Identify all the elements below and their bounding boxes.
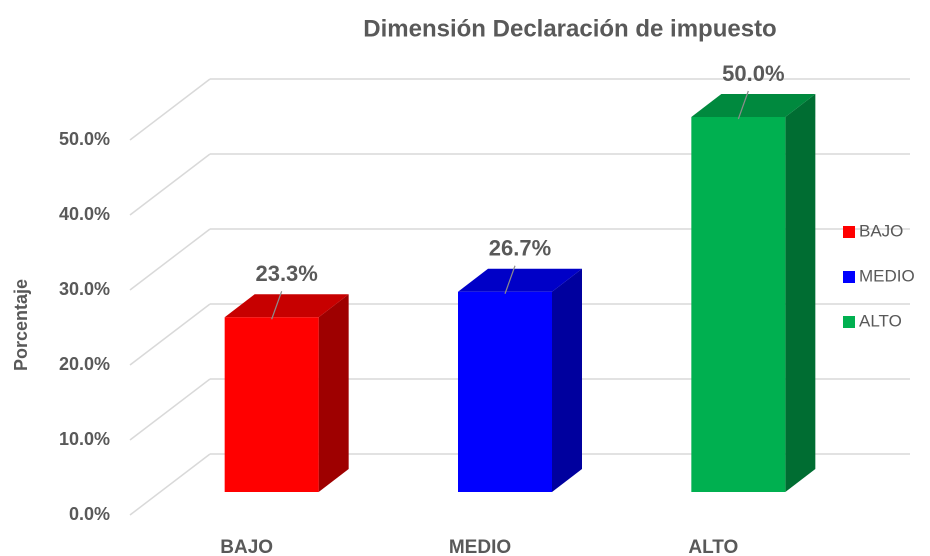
y-tick-label: 10.0%: [59, 429, 110, 449]
bar: [224, 317, 319, 492]
legend-label: BAJO: [859, 221, 903, 240]
grid-line-side: [129, 378, 211, 441]
y-tick-label: 30.0%: [59, 279, 110, 299]
grid-line-side: [129, 303, 211, 366]
grid-line-side: [129, 453, 211, 516]
y-axis-label: Porcentaje: [11, 279, 31, 371]
leader-line: [737, 90, 749, 120]
y-tick-label: 0.0%: [69, 504, 110, 524]
grid-line-side: [129, 228, 211, 291]
bar-side: [318, 294, 349, 492]
bar-side: [552, 268, 582, 492]
x-tick-label: BAJO: [220, 537, 273, 556]
value-label: 26.7%: [489, 236, 551, 261]
y-tick-label: 40.0%: [59, 204, 110, 224]
y-tick-label: 50.0%: [59, 129, 110, 149]
legend-swatch: [843, 226, 855, 238]
bar-top: [691, 94, 816, 117]
x-tick-label: MEDIO: [449, 537, 511, 556]
x-tick-label: ALTO: [688, 537, 738, 556]
value-label: 50.0%: [722, 61, 784, 86]
bar: [691, 117, 786, 492]
bar-side: [785, 94, 816, 492]
leader-line: [271, 291, 283, 320]
y-tick-label: 20.0%: [59, 354, 110, 374]
legend-swatch: [843, 271, 855, 283]
legend-label: MEDIO: [859, 266, 915, 285]
legend-swatch: [843, 316, 855, 328]
bar-top: [458, 268, 582, 292]
legend-label: ALTO: [859, 311, 902, 330]
leader-line: [504, 265, 516, 294]
chart-title: Dimensión Declaración de impuesto: [363, 15, 776, 42]
grid-line-side: [129, 153, 211, 216]
bar: [458, 291, 552, 492]
grid-line-side: [129, 78, 211, 141]
value-label: 23.3%: [255, 261, 317, 286]
bar-top: [224, 294, 349, 318]
